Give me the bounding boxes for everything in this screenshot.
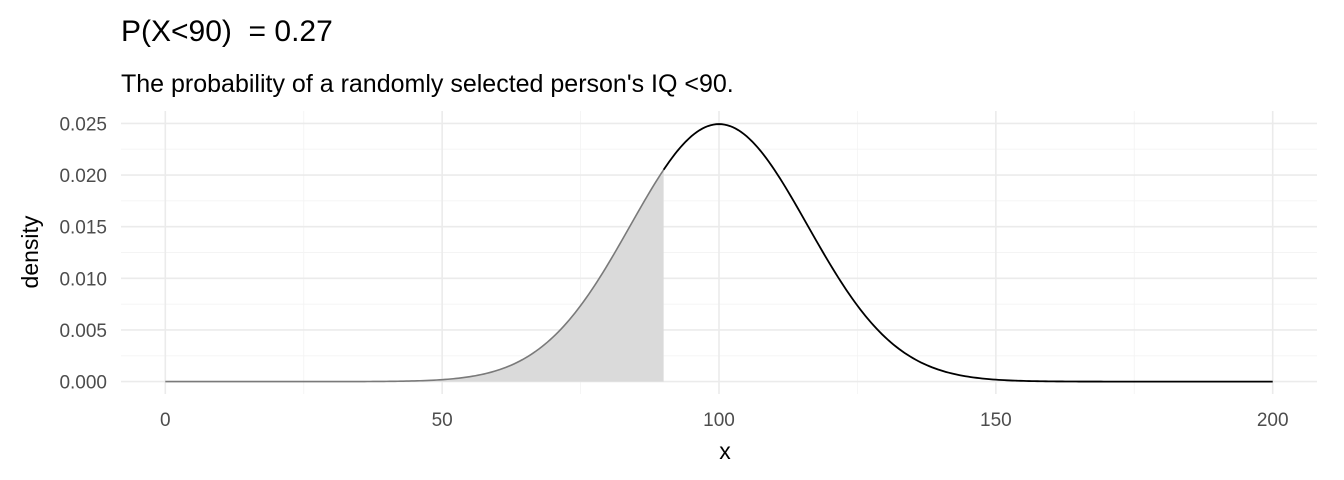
x-tick-label: 150 (980, 410, 1012, 431)
density-curve (165, 123, 1273, 383)
shaded-area (165, 169, 664, 382)
y-axis-title: density (17, 215, 43, 288)
x-tick-label: 200 (1257, 410, 1289, 431)
chart-title: P(X<90) = 0.27 (121, 15, 333, 48)
y-tick-label: 0.005 (59, 321, 107, 342)
y-tick-label: 0.020 (59, 166, 107, 187)
x-tick-label: 100 (703, 410, 735, 431)
chart-subtitle: The probability of a randomly selected p… (121, 70, 734, 98)
y-tick-label: 0.015 (59, 218, 107, 239)
y-tick-label: 0.000 (59, 373, 107, 394)
density-line (662, 123, 1273, 383)
y-tick-label: 0.010 (59, 269, 107, 290)
density-line-shaded-part (165, 169, 665, 383)
x-tick-label: 0 (160, 410, 171, 431)
x-axis-title: x (719, 438, 731, 464)
shaded-probability-region (165, 169, 664, 382)
x-tick-label: 50 (432, 410, 453, 431)
y-tick-label: 0.025 (59, 114, 107, 135)
y-axis-tick-labels: 0.000 0.005 0.010 0.015 0.020 0.025 (59, 114, 107, 393)
x-axis-tick-labels: 0 50 100 150 200 (160, 410, 1289, 431)
